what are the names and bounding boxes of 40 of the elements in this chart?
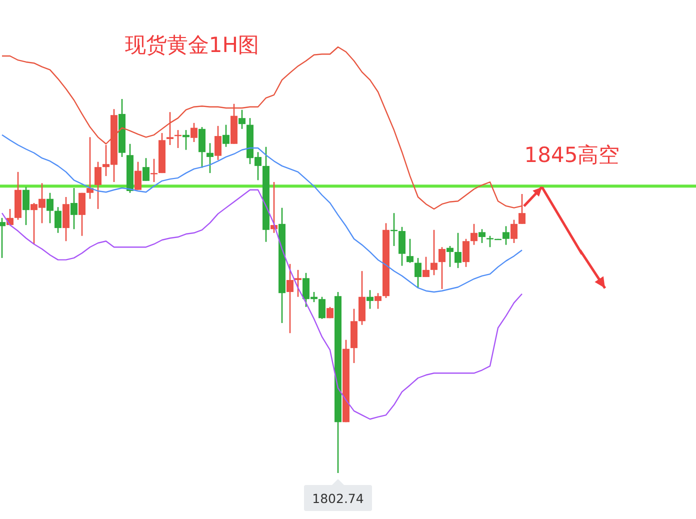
candlestick: [198, 126, 206, 168]
candlestick: [366, 289, 374, 310]
candlestick: [414, 257, 422, 289]
candlestick: [430, 229, 438, 276]
candlestick: [238, 109, 246, 130]
candlestick: [86, 136, 94, 200]
candlestick: [150, 158, 158, 183]
candlestick: [374, 292, 382, 310]
candlestick: [406, 238, 414, 264]
candlestick: [454, 232, 462, 269]
annotation: 1845高空: [524, 143, 620, 168]
candlestick: [510, 219, 518, 244]
candlestick: [94, 161, 102, 210]
candlestick: [54, 206, 62, 234]
candlestick: [206, 142, 214, 174]
candlestick: [46, 192, 54, 224]
candlestick: [142, 157, 150, 182]
candlestick: [462, 238, 470, 268]
candlestick: [78, 192, 86, 237]
candlestick: [190, 122, 198, 143]
candlestick: [222, 124, 230, 148]
candlestick: [62, 196, 70, 242]
chart-title: 现货黄金1H图: [124, 33, 260, 57]
candlestick: [398, 226, 406, 266]
candlestick: [438, 246, 446, 290]
candlestick: [422, 256, 430, 278]
candlestick: [318, 296, 326, 320]
candlestick: [286, 263, 294, 334]
candlestick: [294, 269, 302, 298]
candlestick: [22, 186, 30, 226]
candlestick: [134, 161, 142, 191]
candlestick: [478, 228, 486, 244]
annotation: 1802.74: [312, 491, 364, 506]
candlestick: [470, 223, 478, 246]
candlestick: [166, 111, 174, 146]
candlestick: [70, 187, 78, 230]
candlestick: [0, 217, 6, 259]
candlestick: [502, 226, 510, 246]
candlestick: [214, 125, 222, 161]
candlestick: [446, 245, 454, 268]
